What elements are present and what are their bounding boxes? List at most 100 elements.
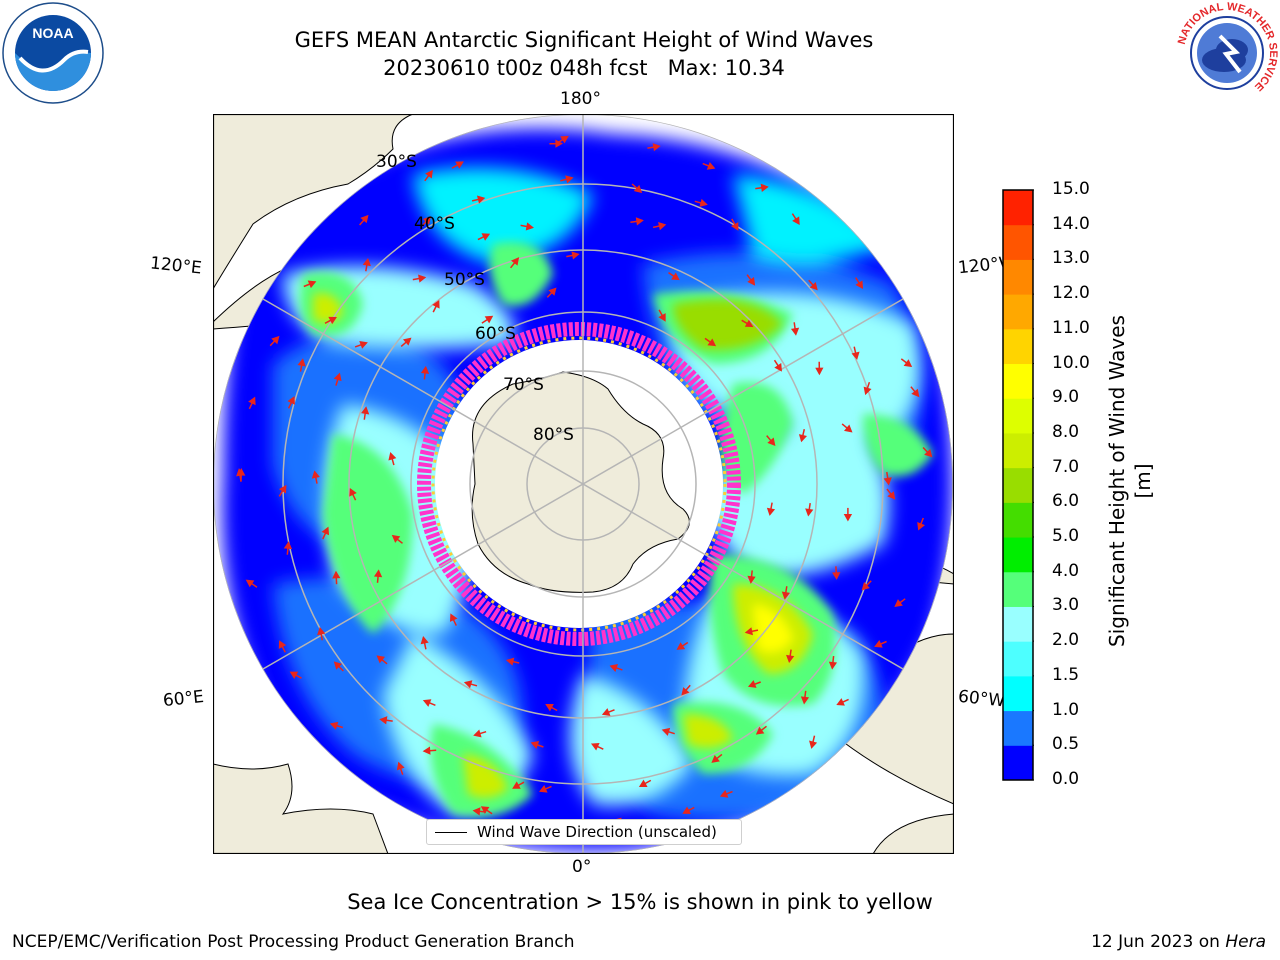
wave-direction-arrowhead bbox=[805, 508, 814, 517]
wave-direction-arrowhead bbox=[473, 729, 482, 738]
footer-host: Hera bbox=[1225, 932, 1266, 952]
wave-direction-arrowhead bbox=[747, 680, 757, 688]
colorbar-tick-label: 3.0 bbox=[1052, 595, 1080, 616]
wave-direction-arrowhead bbox=[362, 257, 371, 267]
wave-direction-arrowhead bbox=[472, 807, 481, 816]
colorbar-swatch bbox=[1003, 363, 1033, 399]
wave-direction-arrowhead bbox=[706, 161, 716, 170]
nws-logo-icon: NATIONAL WEATHER SERVICE bbox=[1176, 2, 1278, 103]
wave-direction-arrowhead bbox=[321, 526, 330, 536]
wave-direction-arrowhead bbox=[449, 613, 458, 622]
wave-direction-arrowhead bbox=[638, 779, 648, 787]
wave-direction-arrowhead bbox=[861, 582, 870, 591]
colorbar-tick-label: 7.0 bbox=[1052, 456, 1080, 477]
wave-direction-arrowhead bbox=[760, 183, 769, 192]
wave-direction-arrowhead bbox=[278, 640, 287, 649]
chart-title: GEFS MEAN Antarctic Significant Height o… bbox=[184, 26, 984, 82]
wave-direction-arrowhead bbox=[311, 470, 320, 479]
wave-direction-arrowhead bbox=[699, 198, 708, 207]
colorbar-tick-label: 1.0 bbox=[1052, 699, 1080, 720]
wave-direction-arrowhead bbox=[278, 484, 287, 494]
wave-direction-arrowhead bbox=[349, 487, 357, 497]
wave-direction-arrowhead bbox=[422, 746, 431, 755]
wave-direction-arrowhead bbox=[402, 337, 412, 346]
wave-direction-arrowhead bbox=[289, 671, 299, 679]
wave-direction-arrowhead bbox=[530, 741, 540, 749]
wave-direction-arrowhead bbox=[333, 372, 342, 382]
colorbar-tick-label: 1.5 bbox=[1052, 664, 1080, 685]
colorbar-swatch bbox=[1003, 502, 1033, 538]
wave-direction-arrowhead bbox=[329, 721, 339, 730]
graticule bbox=[213, 114, 953, 854]
wave-direction-arrowhead bbox=[525, 222, 534, 231]
wave-direction-arrowhead bbox=[894, 599, 903, 607]
colorbar-tick-label: 12.0 bbox=[1052, 283, 1090, 304]
wave-direction-arrowhead bbox=[379, 716, 388, 725]
wave-direction-arrowhead bbox=[832, 572, 841, 580]
wave-direction-arrowhead bbox=[843, 513, 853, 522]
lat-label-40s: 40°S bbox=[414, 214, 455, 234]
wave-direction-arrowhead bbox=[747, 575, 756, 584]
wave-direction-arrowhead bbox=[681, 687, 690, 696]
wave-direction-arrowhead bbox=[297, 358, 306, 367]
colorbar-swatch bbox=[1003, 710, 1033, 746]
wave-direction-arrowhead bbox=[609, 664, 619, 672]
wave-direction-arrowhead bbox=[836, 698, 845, 706]
colorbar-swatch bbox=[1003, 259, 1033, 295]
lat-label-30s: 30°S bbox=[376, 152, 417, 172]
colorbar-swatch bbox=[1003, 432, 1033, 469]
wave-direction-arrowhead bbox=[767, 437, 776, 447]
colorbar-tick-label: 8.0 bbox=[1052, 421, 1080, 442]
wave-direction-arrowhead bbox=[307, 280, 317, 289]
wave-direction-arrowhead bbox=[455, 161, 464, 169]
colorbar bbox=[1002, 189, 1034, 781]
wave-direction-arrowhead bbox=[809, 740, 818, 749]
lon-label-120e: 120°E bbox=[149, 253, 203, 279]
colorbar-tick-label: 0.5 bbox=[1052, 734, 1080, 755]
wave-direction-arrowhead bbox=[851, 351, 860, 360]
wave-direction-arrowhead bbox=[731, 222, 739, 231]
wave-direction-arrowhead bbox=[711, 754, 720, 763]
colorbar-swatch bbox=[1003, 571, 1033, 607]
wave-direction-arrowhead bbox=[924, 448, 933, 458]
wave-direction-arrowhead bbox=[843, 424, 853, 433]
colorbar-tick-label: 0.0 bbox=[1052, 769, 1080, 789]
colorbar-label: Significant Height of Wind Waves [m] bbox=[1105, 315, 1155, 647]
wave-direction-arrowhead bbox=[571, 251, 580, 260]
wave-direction-arrowhead bbox=[658, 222, 667, 231]
wave-direction-arrowhead bbox=[360, 214, 369, 224]
colorbar-tick-label: 11.0 bbox=[1052, 317, 1090, 338]
wave-direction-arrowhead bbox=[707, 338, 717, 347]
wave-direction-arrowhead bbox=[396, 761, 405, 771]
wave-direction-arrowhead bbox=[774, 362, 782, 372]
colorbar-tick-label: 15.0 bbox=[1052, 179, 1090, 199]
wave-direction-arrowhead bbox=[786, 654, 795, 664]
wave-direction-arrowhead bbox=[635, 217, 644, 226]
wave-direction-arrowhead bbox=[652, 143, 661, 152]
colorbar-tick-label: 9.0 bbox=[1052, 387, 1080, 408]
wave-direction-arrowhead bbox=[755, 726, 765, 735]
wave-direction-arrowhead bbox=[565, 175, 574, 184]
noaa-logo-text: NOAA bbox=[32, 25, 73, 41]
title-line-2: 20230610 t00z 048h fcst Max: 10.34 bbox=[383, 56, 785, 80]
colorbar-swatch bbox=[1003, 294, 1033, 330]
sea-ice-note: Sea Ice Concentration > 15% is shown in … bbox=[347, 890, 933, 914]
wave-direction-arrowhead bbox=[236, 468, 245, 477]
wave-direction-arrowhead bbox=[781, 591, 790, 600]
wave-direction-arrowhead bbox=[790, 327, 800, 336]
wave-direction-arrowhead bbox=[463, 680, 473, 689]
lon-label-0: 0° bbox=[572, 857, 592, 877]
wave-direction-arrowhead bbox=[590, 742, 600, 751]
colorbar-tick-label: 14.0 bbox=[1052, 213, 1090, 234]
wave-direction-arrowhead bbox=[800, 696, 810, 705]
legend-line-swatch bbox=[435, 832, 467, 833]
lon-label-60e: 60°E bbox=[162, 686, 205, 712]
wave-direction-arrowhead bbox=[432, 299, 440, 309]
wave-direction-arrowhead bbox=[480, 806, 490, 814]
wave-direction-arrowhead bbox=[798, 434, 808, 443]
wave-direction-arrowhead bbox=[287, 396, 295, 405]
sea-ice-edge bbox=[417, 322, 741, 646]
wave-direction-arrowhead bbox=[863, 386, 872, 396]
colorbar-tick-label: 13.0 bbox=[1052, 248, 1090, 269]
wave-direction-arrowhead bbox=[333, 661, 343, 670]
